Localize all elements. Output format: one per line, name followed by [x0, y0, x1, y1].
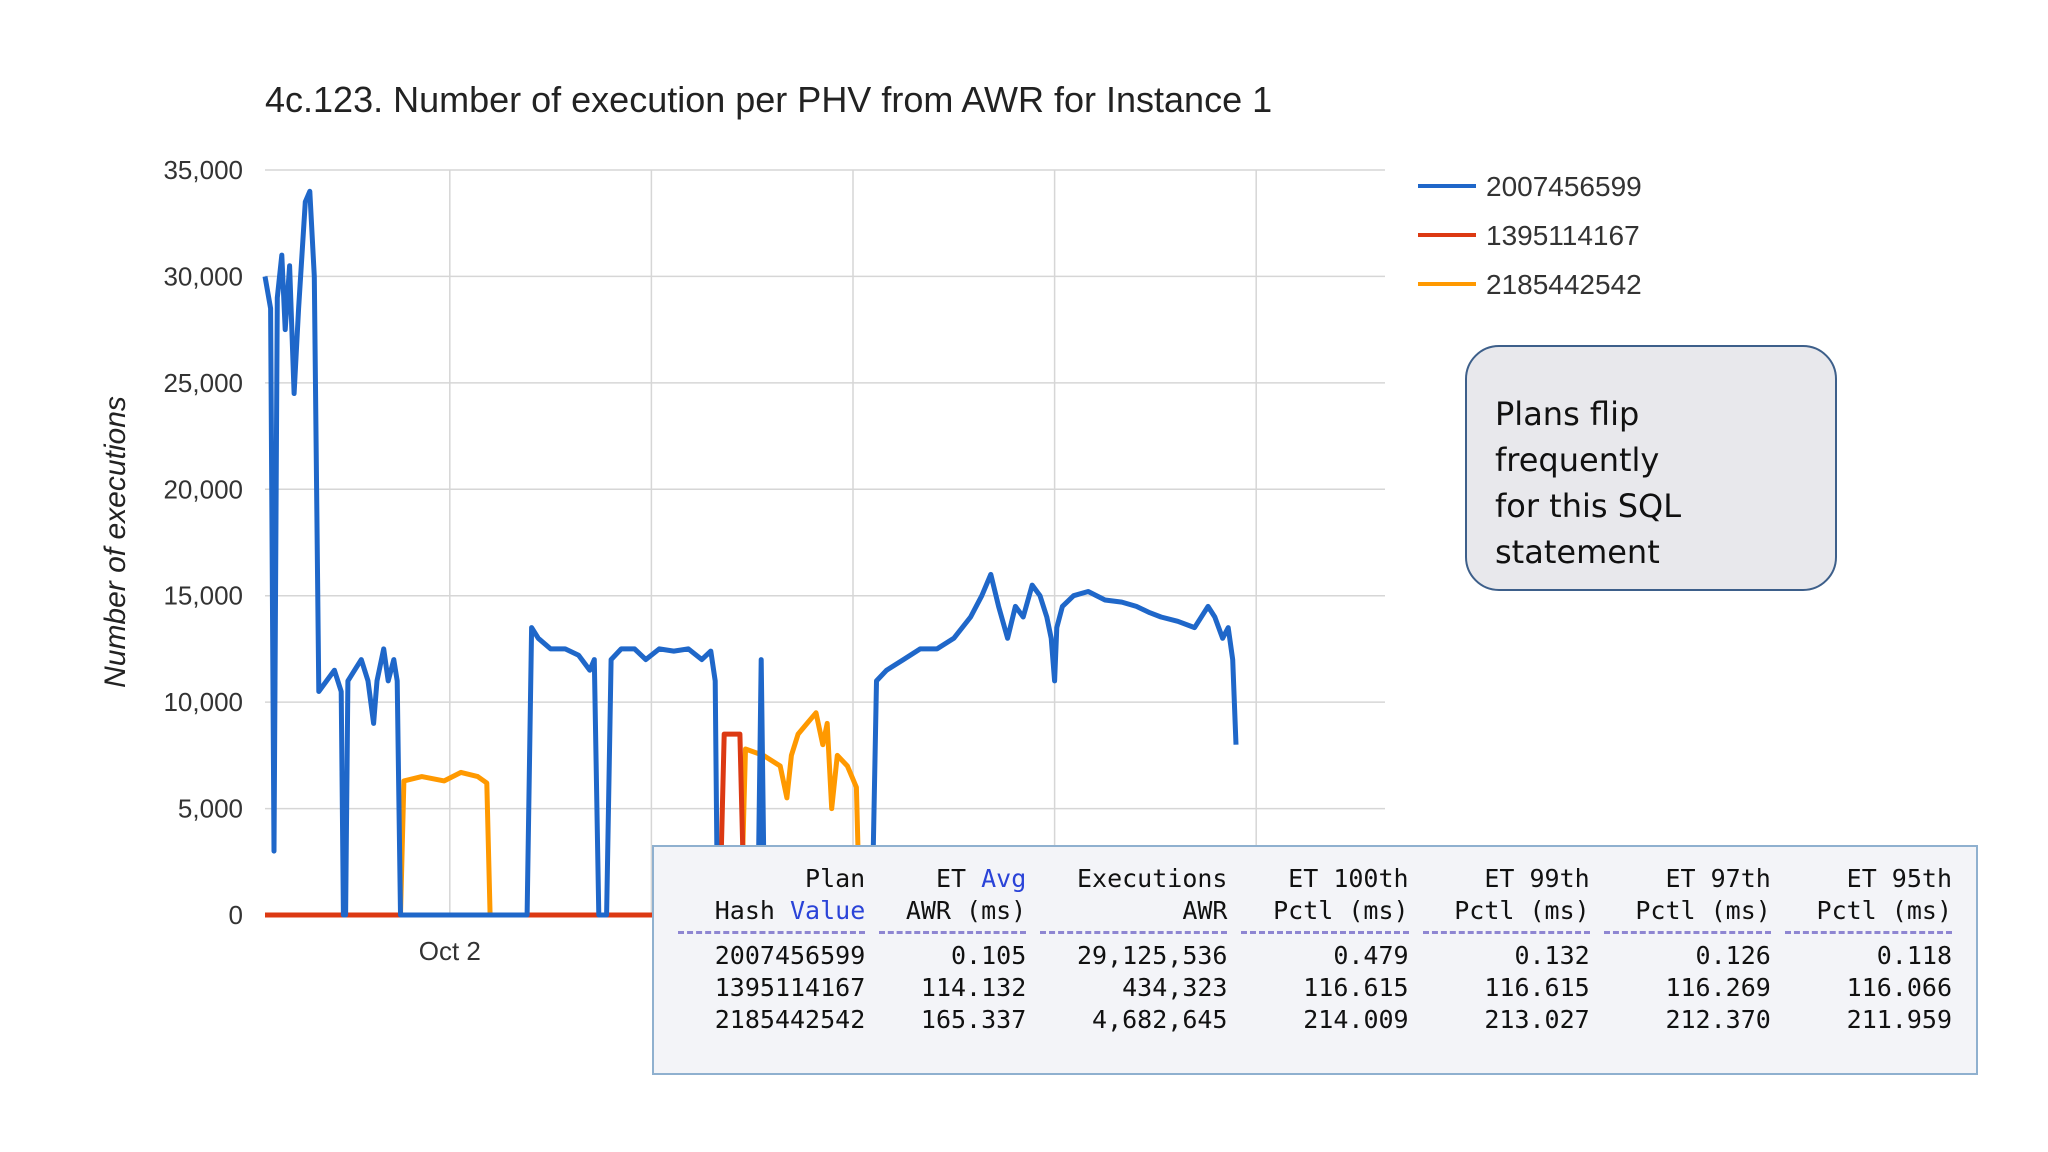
chart-legend: 2007456599 1395114167 2185442542 — [1418, 171, 1642, 300]
table-cell: 1395114167 — [714, 973, 866, 1002]
header-cell: Pctl (ms) — [1816, 896, 1952, 925]
callout-line: for this SQL — [1495, 487, 1682, 525]
x-tick-label: Oct 2 — [419, 936, 481, 966]
y-tick-label: 35,000 — [163, 155, 243, 185]
table-cell: 0.126 — [1695, 941, 1771, 970]
callout-line: statement — [1495, 533, 1660, 571]
chart-grid — [265, 169, 1385, 916]
dashed-separator — [879, 931, 1027, 934]
table-cell: 0.132 — [1514, 941, 1590, 970]
table-cell: 116.615 — [1303, 973, 1409, 1002]
header-cell: Executions — [1076, 864, 1228, 893]
y-axis-label: Number of executions — [99, 396, 132, 688]
table-header-row-2: Hash Value AWR (ms) AWR Pctl (ms) Pctl (… — [664, 895, 1952, 927]
y-axis-ticks: 0 5,000 10,000 15,000 20,000 25,000 30,000 35,0… — [163, 155, 243, 930]
table-cell: 213.027 — [1484, 1005, 1590, 1034]
chart-title: 4c.123. Number of execution per PHV from… — [265, 79, 1272, 120]
table-cell: 2007456599 — [714, 941, 866, 970]
table-cell: 4,682,645 — [1092, 1005, 1228, 1034]
header-cell: ET 95th — [1846, 864, 1952, 893]
dashed-separator — [1603, 931, 1771, 934]
chart-series — [262, 188, 1385, 918]
legend-label: 1395114167 — [1486, 220, 1640, 251]
header-cell: ET 99th — [1484, 864, 1590, 893]
dashed-separator — [1784, 931, 1952, 934]
plan-stats-table: Plan ET Avg Executions ET 100th ET 99th … — [652, 845, 1978, 1075]
legend-label: 2185442542 — [1486, 269, 1642, 300]
table-row: 2007456599 0.105 29,125,536 0.479 0.132 … — [664, 940, 1952, 972]
table-header-row-1: Plan ET Avg Executions ET 100th ET 99th … — [664, 863, 1952, 895]
dashed-separator — [1241, 931, 1409, 934]
header-cell: Pctl (ms) — [1273, 896, 1409, 925]
table-cell: 0.118 — [1876, 941, 1952, 970]
dashed-separator — [1422, 931, 1590, 934]
y-tick-label: 15,000 — [163, 581, 243, 611]
header-cell: Plan — [805, 864, 866, 893]
legend-label: 2007456599 — [1486, 171, 1642, 202]
table-cell: 212.370 — [1665, 1005, 1771, 1034]
dashed-separator — [678, 931, 866, 934]
separator-row — [664, 927, 1952, 940]
table-cell: 116.269 — [1665, 973, 1771, 1002]
y-tick-label: 10,000 — [163, 687, 243, 717]
table-cell: 116.615 — [1484, 973, 1590, 1002]
table-cell: 434,323 — [1122, 973, 1228, 1002]
table-cell: 211.959 — [1846, 1005, 1952, 1034]
table-row: 2185442542 165.337 4,682,645 214.009 213… — [664, 1004, 1952, 1036]
header-cell: ET Avg — [935, 864, 1027, 893]
callout-note: Plans flip frequently for this SQL state… — [1465, 345, 1837, 591]
header-cell: AWR (ms) — [905, 896, 1027, 925]
header-cell: Pctl (ms) — [1635, 896, 1771, 925]
header-cell: ET 97th — [1665, 864, 1771, 893]
table-cell: 116.066 — [1846, 973, 1952, 1002]
y-tick-label: 30,000 — [163, 261, 243, 291]
x-axis-ticks: Oct 2 — [419, 936, 481, 966]
header-cell: Hash Value — [714, 896, 866, 925]
y-tick-label: 25,000 — [163, 368, 243, 398]
table-cell: 0.105 — [950, 941, 1027, 970]
table-cell: 2185442542 — [714, 1005, 866, 1034]
series-line-2185442542 — [265, 710, 1385, 918]
table-cell: 29,125,536 — [1076, 941, 1228, 970]
dashed-separator — [1040, 931, 1228, 934]
header-cell: AWR — [1182, 896, 1228, 925]
table-cell: 214.009 — [1303, 1005, 1409, 1034]
series-line-2007456599 — [262, 188, 1239, 918]
header-cell: ET 100th — [1288, 864, 1409, 893]
table-cell: 165.337 — [920, 1005, 1027, 1034]
table-cell: 114.132 — [920, 973, 1027, 1002]
header-cell: Pctl (ms) — [1454, 896, 1590, 925]
y-tick-label: 5,000 — [178, 794, 243, 824]
y-tick-label: 20,000 — [163, 474, 243, 504]
callout-line: Plans flip frequently — [1495, 395, 1660, 479]
y-tick-label: 0 — [229, 900, 243, 930]
table-cell: 0.479 — [1333, 941, 1409, 970]
table-row: 1395114167 114.132 434,323 116.615 116.6… — [664, 972, 1952, 1004]
